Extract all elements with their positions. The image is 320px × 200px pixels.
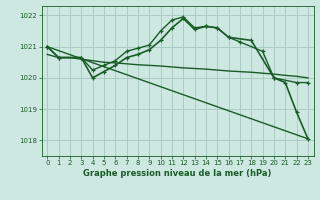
X-axis label: Graphe pression niveau de la mer (hPa): Graphe pression niveau de la mer (hPa) <box>84 169 272 178</box>
